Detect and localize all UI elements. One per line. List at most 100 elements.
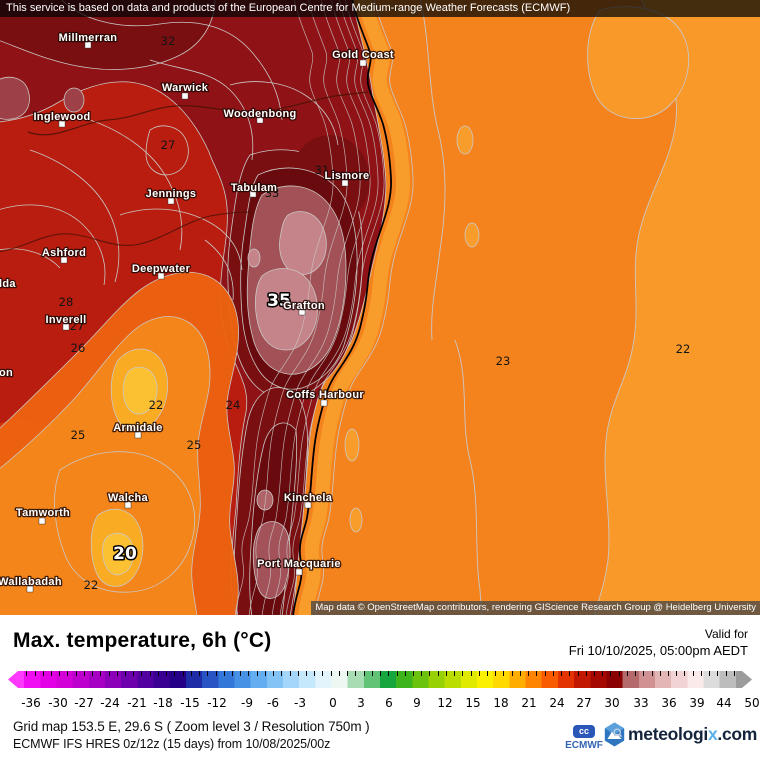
colorbar-tick [289,671,291,676]
colorbar-tick [256,671,258,676]
city-marker[interactable] [359,59,367,67]
colorbar-tick [585,671,587,676]
contour-value-label: 25 [71,428,86,442]
colorbar-scale-labels: -36 -30 -27 -24 -21 -18 -15 -12 -9 -6 -3 0 3 6 9 12 15 18… [0,696,760,710]
contour-value-label: 24 [226,398,241,412]
city-label: Ashford [42,247,86,259]
city-marker[interactable] [341,179,349,187]
colorbar-tick [92,671,93,676]
colorbar-tick [371,671,373,676]
ecmwf-logo[interactable]: cc ECMWF [562,721,606,751]
city-label-partial: lda [0,278,16,290]
highlight-value-label: 20 [113,544,137,564]
colorbar-tick [577,671,579,676]
city-label: Armidale [113,422,162,434]
city-marker[interactable] [298,308,306,316]
contour-value-label: 22 [149,398,164,412]
city-marker[interactable] [157,272,165,280]
logo-row: cc ECMWF meteologix.com [560,719,757,755]
colorbar-tick [281,671,283,676]
colorbar-tick [330,671,332,676]
colorbar-tick [133,671,135,676]
colorbar-tick [412,671,414,676]
contour-value-label: 26 [71,341,86,355]
city-marker[interactable] [134,431,142,439]
legend-panel: Max. temperature, 6h (°C) Valid for Fri … [0,615,760,760]
colorbar-tick [26,671,28,676]
colorbar-label: 39 [689,696,705,710]
city-label: Wallabadah [0,576,62,588]
highlight-value-label: 35 [267,291,291,311]
city-marker[interactable] [62,323,70,331]
city-label-partial: on [0,367,13,379]
city-label: Millmerran [59,32,118,44]
colorbar-tick [83,671,85,676]
contour-value-label: 27 [161,138,176,152]
city-label: Warwick [162,82,209,94]
colorbar-tick [429,671,431,676]
colorbar-label: 44 [716,696,732,710]
page-title: Max. temperature, 6h (°C) [13,629,272,652]
city-marker[interactable] [60,256,68,264]
colorbar-tick [166,671,168,676]
colorbar-tick [240,671,242,676]
city-marker[interactable] [320,399,328,407]
colorbar-tick [388,671,390,676]
colorbar-tick [347,671,349,676]
city-marker[interactable] [295,568,303,576]
colorbar-tick [157,671,159,676]
city-marker[interactable] [249,190,257,198]
colorbar-tick [199,671,200,676]
colorbar-tick [668,671,669,676]
colorbar-label: 12 [437,696,453,710]
colorbar-tick [593,671,595,676]
city-label: Gold Coast [332,49,394,61]
city-label: Woodenbong [223,108,296,120]
colorbar-label: -18 [153,696,173,710]
contour-value-label: 25 [187,438,202,452]
colorbar-tick [380,671,381,676]
colorbar-tick [75,671,77,676]
valid-time-block: Valid for Fri 10/10/2025, 05:00pm AEDT [569,627,748,658]
city-marker[interactable] [181,92,189,100]
colorbar-tick [487,671,488,676]
meteologix-icon [604,722,625,747]
colorbar-label: 24 [549,696,565,710]
city-marker[interactable] [304,501,312,509]
city-marker[interactable] [167,197,175,205]
colorbar-tick [643,671,645,676]
colorbar-label: 21 [521,696,537,710]
temperature-map-canvas[interactable]: 32 27 31 33 28 27 26 22 24 25 25 23 22 22 35 20 Millmerr… [0,0,760,615]
colorbar-tick [116,671,118,676]
colorbar-tick [297,671,299,676]
colorbar-tick [100,671,102,676]
colorbar-tick [338,671,340,676]
city-marker[interactable] [26,585,34,593]
colorbar-tick [725,671,727,676]
colorbar-tick [125,671,126,676]
colorbar-tick [528,671,530,676]
city-marker[interactable] [84,41,92,49]
colorbar-label: -27 [74,696,94,710]
service-banner-text: This service is based on data and produc… [6,2,571,14]
city-marker[interactable] [124,501,132,509]
city-label: Inglewood [33,111,90,123]
colorbar-tick [561,671,562,676]
colorbar-label: 18 [493,696,509,710]
colorbar-tick [569,671,571,676]
colorbar-tick [495,671,497,676]
ecmwf-icon: cc [573,725,595,738]
city-marker[interactable] [58,120,66,128]
colorbar-tick [273,671,274,676]
colorbar-label: -3 [294,696,306,710]
city-label: Grafton [283,300,325,312]
city-marker[interactable] [256,116,264,124]
city-marker[interactable] [38,517,46,525]
colorbar-tick [404,671,406,676]
meteologix-wordmark: meteologix.com [628,724,758,744]
colorbar-label: 33 [633,696,649,710]
city-label: Kinchela [284,492,333,504]
meteologix-logo[interactable]: meteologix.com [604,722,757,747]
colorbar-tick [717,671,719,676]
forecast-map[interactable]: 32 27 31 33 28 27 26 22 24 25 25 23 22 22 35 20 Millmerr… [0,0,760,615]
